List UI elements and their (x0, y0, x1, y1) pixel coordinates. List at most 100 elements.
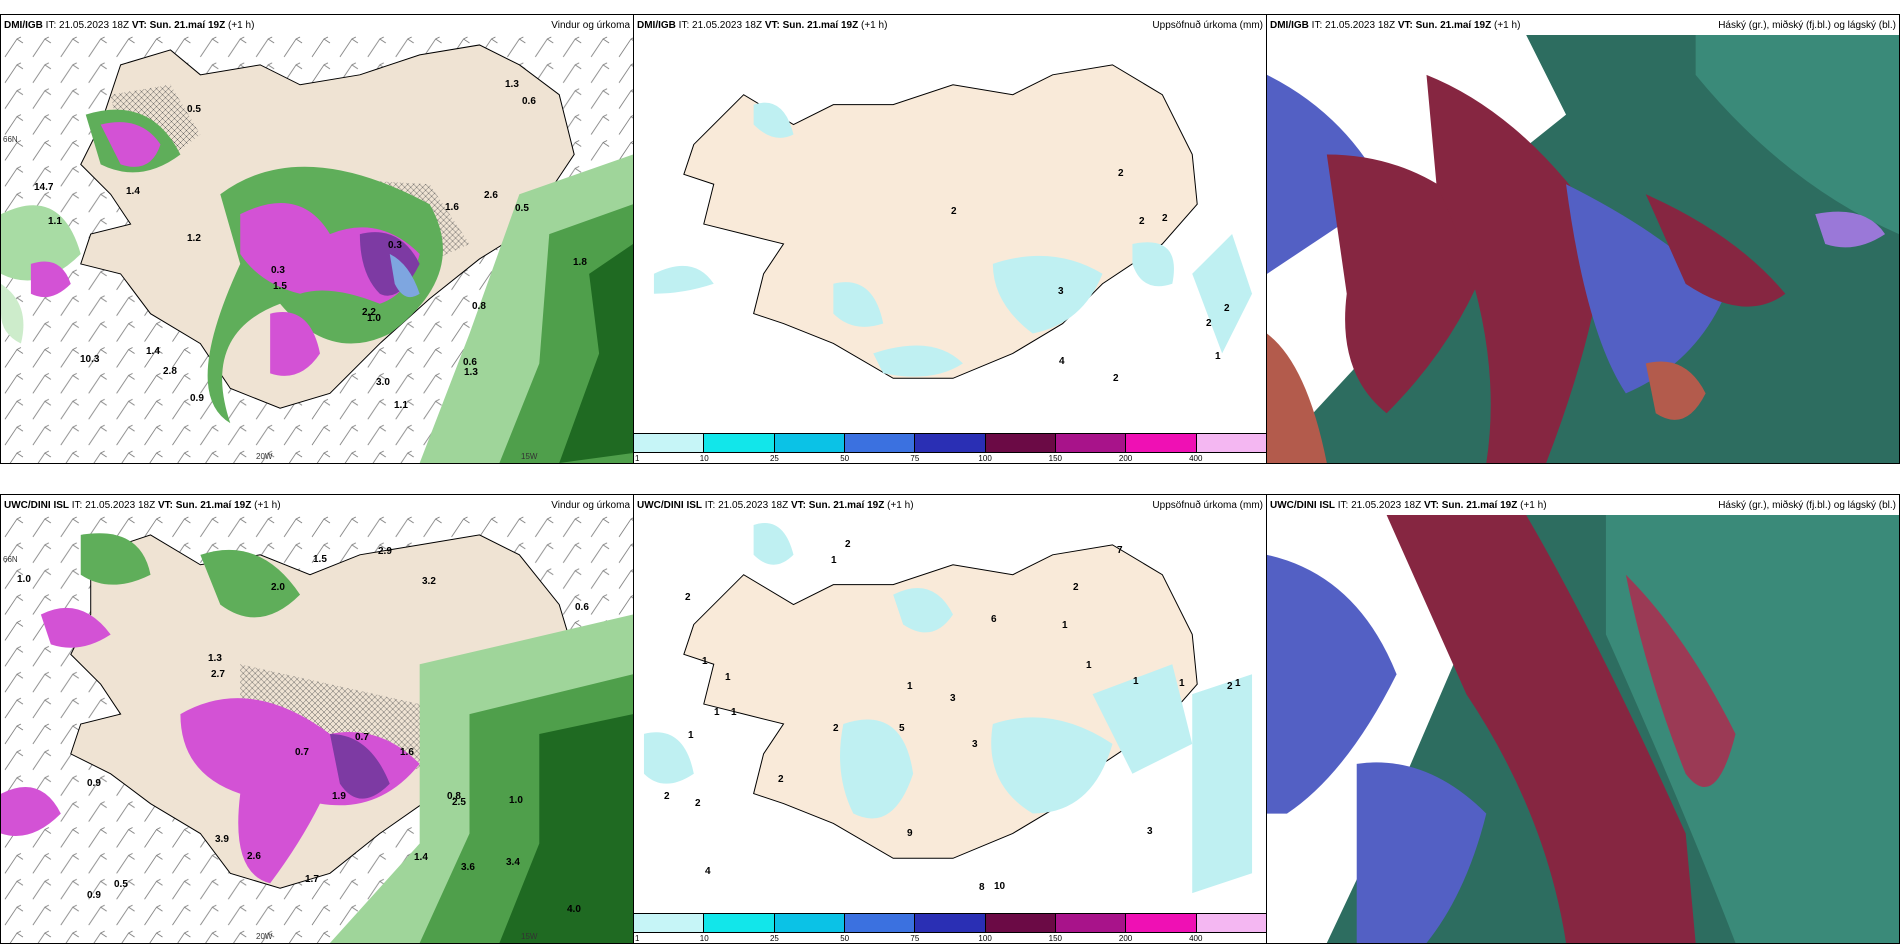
value-label: 1.7 (305, 874, 319, 885)
legend-tick-label: 1 (635, 454, 640, 463)
value-label: 1.8 (573, 257, 587, 268)
value-label: 2.0 (271, 582, 285, 593)
legend-tick-label: 200 (1118, 454, 1133, 463)
value-label: 2 (695, 798, 701, 809)
lon-label-20w: 20W (256, 452, 273, 461)
value-label: 0.5 (114, 879, 128, 890)
value-label: 8 (979, 882, 985, 893)
legend-swatch (1196, 914, 1266, 932)
legend-tick-label: 10 (699, 454, 709, 463)
value-label: 0.6 (463, 357, 477, 368)
value-label: 2 (845, 539, 851, 550)
panel-precip-top: DMI/IGB IT: 21.05.2023 18Z VT: Sun. 21.m… (633, 14, 1267, 464)
panel-header: UWC/DINI ISL IT: 21.05.2023 18Z VT: Sun.… (1267, 495, 1899, 515)
init-time: IT: 21.05.2023 18Z (704, 499, 789, 511)
legend-swatch (704, 434, 775, 452)
value-label: 2 (1073, 582, 1079, 593)
legend-tick-label: 400 (1189, 934, 1203, 943)
init-time: IT: 21.05.2023 18Z (678, 19, 763, 31)
value-label: 1 (688, 730, 694, 741)
value-label: 3.0 (376, 377, 390, 388)
panel-title: Uppsöfnuð úrkoma (mm) (1152, 499, 1263, 511)
value-label: 3.6 (461, 862, 475, 873)
value-label: 4.0 (567, 904, 581, 915)
value-label: 1.5 (313, 554, 327, 565)
init-time: IT: 21.05.2023 18Z (1311, 19, 1396, 31)
precip-map (634, 35, 1266, 433)
value-label: 2.6 (484, 190, 498, 201)
legend-tick-label: 400 (1189, 454, 1203, 463)
init-time: IT: 21.05.2023 18Z (71, 499, 156, 511)
value-label: 2 (1139, 216, 1145, 227)
value-label: 0.5 (515, 203, 529, 214)
lead-time: (+1 h) (861, 19, 888, 31)
value-label: 0.3 (271, 265, 285, 276)
lon-label-20w: 20W (256, 932, 273, 941)
model-name: DMI/IGB (637, 19, 676, 31)
value-label: 1.3 (208, 653, 222, 664)
model-name: UWC/DINI ISL (637, 499, 702, 511)
value-label: 1.5 (273, 281, 287, 292)
value-label: 2.8 (163, 366, 177, 377)
model-name: UWC/DINI ISL (4, 499, 69, 511)
legend-swatch (634, 434, 705, 452)
panel-title: Háský (gr.), miðský (fj.bl.) og lágský (… (1718, 499, 1896, 511)
wind-precip-map (1, 35, 633, 463)
value-label: 1.0 (17, 574, 31, 585)
value-label: 1.1 (394, 400, 408, 411)
value-label: 1 (1235, 678, 1241, 689)
value-label: 1.6 (445, 202, 459, 213)
panel-clouds-bottom: UWC/DINI ISL IT: 21.05.2023 18Z VT: Sun.… (1266, 494, 1900, 944)
value-label: 3 (1147, 826, 1153, 837)
value-label: 1 (702, 656, 708, 667)
value-label: 1 (1086, 660, 1092, 671)
value-label: 2 (1206, 318, 1212, 329)
value-label: 1 (1215, 351, 1221, 362)
value-label: 14.7 (34, 182, 54, 193)
value-label: 2.6 (247, 851, 261, 862)
value-label: 1.9 (332, 791, 346, 802)
legend-tick-label: 50 (840, 454, 850, 463)
value-label: 0.9 (87, 778, 101, 789)
value-label: 1 (831, 555, 837, 566)
value-label: 0.8 (447, 791, 461, 802)
value-label: 1.4 (126, 186, 140, 197)
model-name: UWC/DINI ISL (1270, 499, 1335, 511)
legend-swatch (915, 434, 986, 452)
value-label: 1 (731, 707, 737, 718)
value-label: 3.2 (422, 576, 436, 587)
legend-swatch (1196, 434, 1266, 452)
legend-swatch (704, 914, 775, 932)
lon-label-15w: 15W (521, 932, 538, 941)
value-label: 0.5 (187, 104, 201, 115)
value-label: 0.9 (190, 393, 204, 404)
valid-time: VT: Sun. 21.maí 19Z (1397, 19, 1492, 31)
value-label: 6 (991, 614, 997, 625)
lead-time: (+1 h) (887, 499, 914, 511)
value-label: 2.5 (452, 797, 466, 808)
cloud-cover-map (1267, 35, 1899, 463)
value-label: 10.3 (80, 354, 100, 365)
legend-swatch (985, 434, 1056, 452)
value-label: 1.4 (414, 852, 428, 863)
legend-swatch (1126, 434, 1197, 452)
legend-swatch (774, 914, 845, 932)
precip-map (634, 515, 1266, 913)
legend-tick-label: 150 (1048, 934, 1063, 943)
lead-time: (+1 h) (1520, 499, 1547, 511)
value-label: 2 (1224, 303, 1230, 314)
precip-legend: 1 10 25 50 75 100 150 200 400 (634, 433, 1266, 463)
legend-swatch (774, 434, 845, 452)
value-label: 3 (950, 693, 956, 704)
value-label: 2 (951, 206, 957, 217)
panel-clouds-top: DMI/IGB IT: 21.05.2023 18Z VT: Sun. 21.m… (1266, 14, 1900, 464)
lead-time: (+1 h) (1494, 19, 1521, 31)
init-time: IT: 21.05.2023 18Z (45, 19, 130, 31)
panel-header: UWC/DINI ISL IT: 21.05.2023 18Z VT: Sun.… (1, 495, 633, 515)
value-label: 0.7 (295, 747, 309, 758)
valid-time: VT: Sun. 21.maí 19Z (790, 499, 885, 511)
legend-swatch (844, 434, 916, 452)
value-label: 1 (714, 707, 720, 718)
panel-title: Háský (gr.), miðský (fj.bl.) og lágský (… (1718, 19, 1896, 31)
value-label: 3.9 (215, 834, 229, 845)
